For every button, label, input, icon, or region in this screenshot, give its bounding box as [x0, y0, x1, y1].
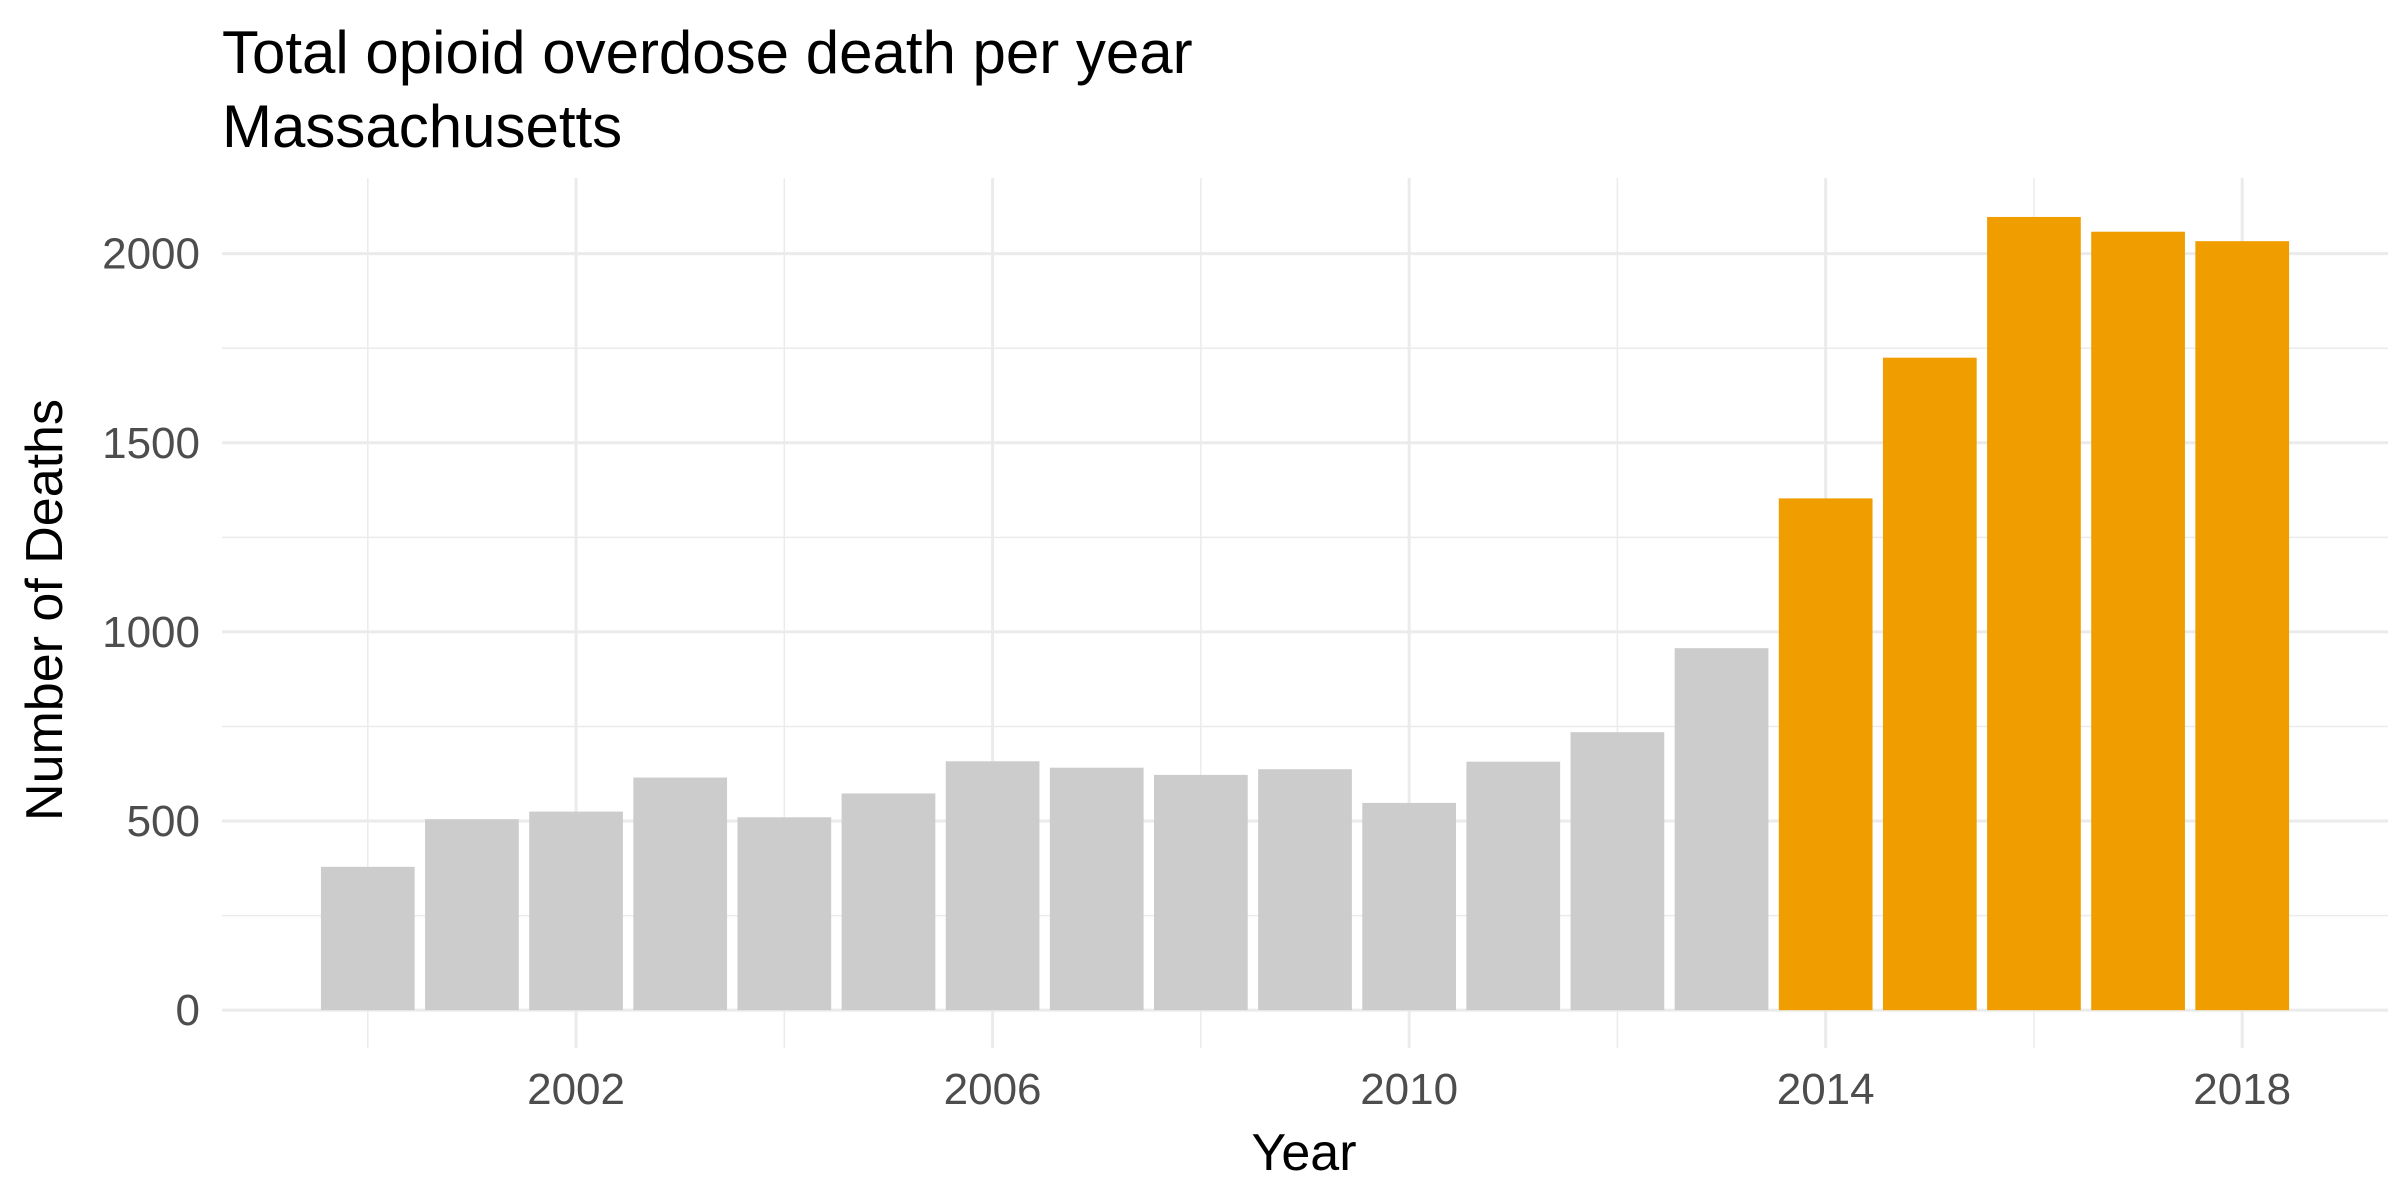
y-tick-labels: 0 500 1000 1500 2000 — [102, 230, 200, 1036]
bar-2013 — [1674, 648, 1769, 1011]
bar-2016 — [1987, 216, 2081, 1011]
chart-subtitle: Massachusetts — [222, 93, 623, 160]
bar-2007 — [1049, 767, 1144, 1011]
x-axis-title: Year — [1251, 1124, 1356, 1182]
x-tick-labels: 2002 2006 2010 2014 2018 — [527, 1065, 2291, 1114]
bar-2010 — [1362, 802, 1456, 1011]
bar-2003 — [633, 777, 728, 1011]
bar-2004 — [737, 817, 832, 1011]
y-tick-label: 1000 — [102, 608, 200, 657]
y-axis-title: Number of Deaths — [16, 399, 74, 821]
bar-2014 — [1778, 498, 1873, 1011]
y-tick-label: 2000 — [102, 230, 200, 279]
bar-2018 — [2195, 241, 2290, 1011]
x-tick-label: 2002 — [527, 1065, 625, 1114]
y-tick-label: 1500 — [102, 419, 200, 468]
bar-2005 — [841, 793, 936, 1011]
bar-layer — [320, 216, 2290, 1011]
x-tick-label: 2018 — [2193, 1065, 2291, 1114]
x-tick-label: 2010 — [1360, 1065, 1458, 1114]
x-tick-label: 2014 — [1777, 1065, 1875, 1114]
bar-2017 — [2091, 231, 2185, 1011]
title-block: Total opioid overdose death per year Mas… — [222, 16, 1193, 164]
bar-2000 — [320, 866, 415, 1011]
bar-2015 — [1882, 357, 1977, 1011]
bar-2011 — [1466, 761, 1561, 1011]
chart-title: Total opioid overdose death per year — [222, 19, 1193, 86]
bar-2006 — [945, 761, 1040, 1011]
bar-2012 — [1570, 732, 1665, 1011]
x-tick-label: 2006 — [944, 1065, 1042, 1114]
bar-2002 — [529, 811, 623, 1011]
bar-2001 — [425, 819, 519, 1011]
bar-2008 — [1154, 774, 1248, 1011]
bar-2009 — [1258, 769, 1352, 1011]
y-tick-label: 500 — [127, 797, 200, 846]
y-tick-label: 0 — [176, 986, 200, 1035]
